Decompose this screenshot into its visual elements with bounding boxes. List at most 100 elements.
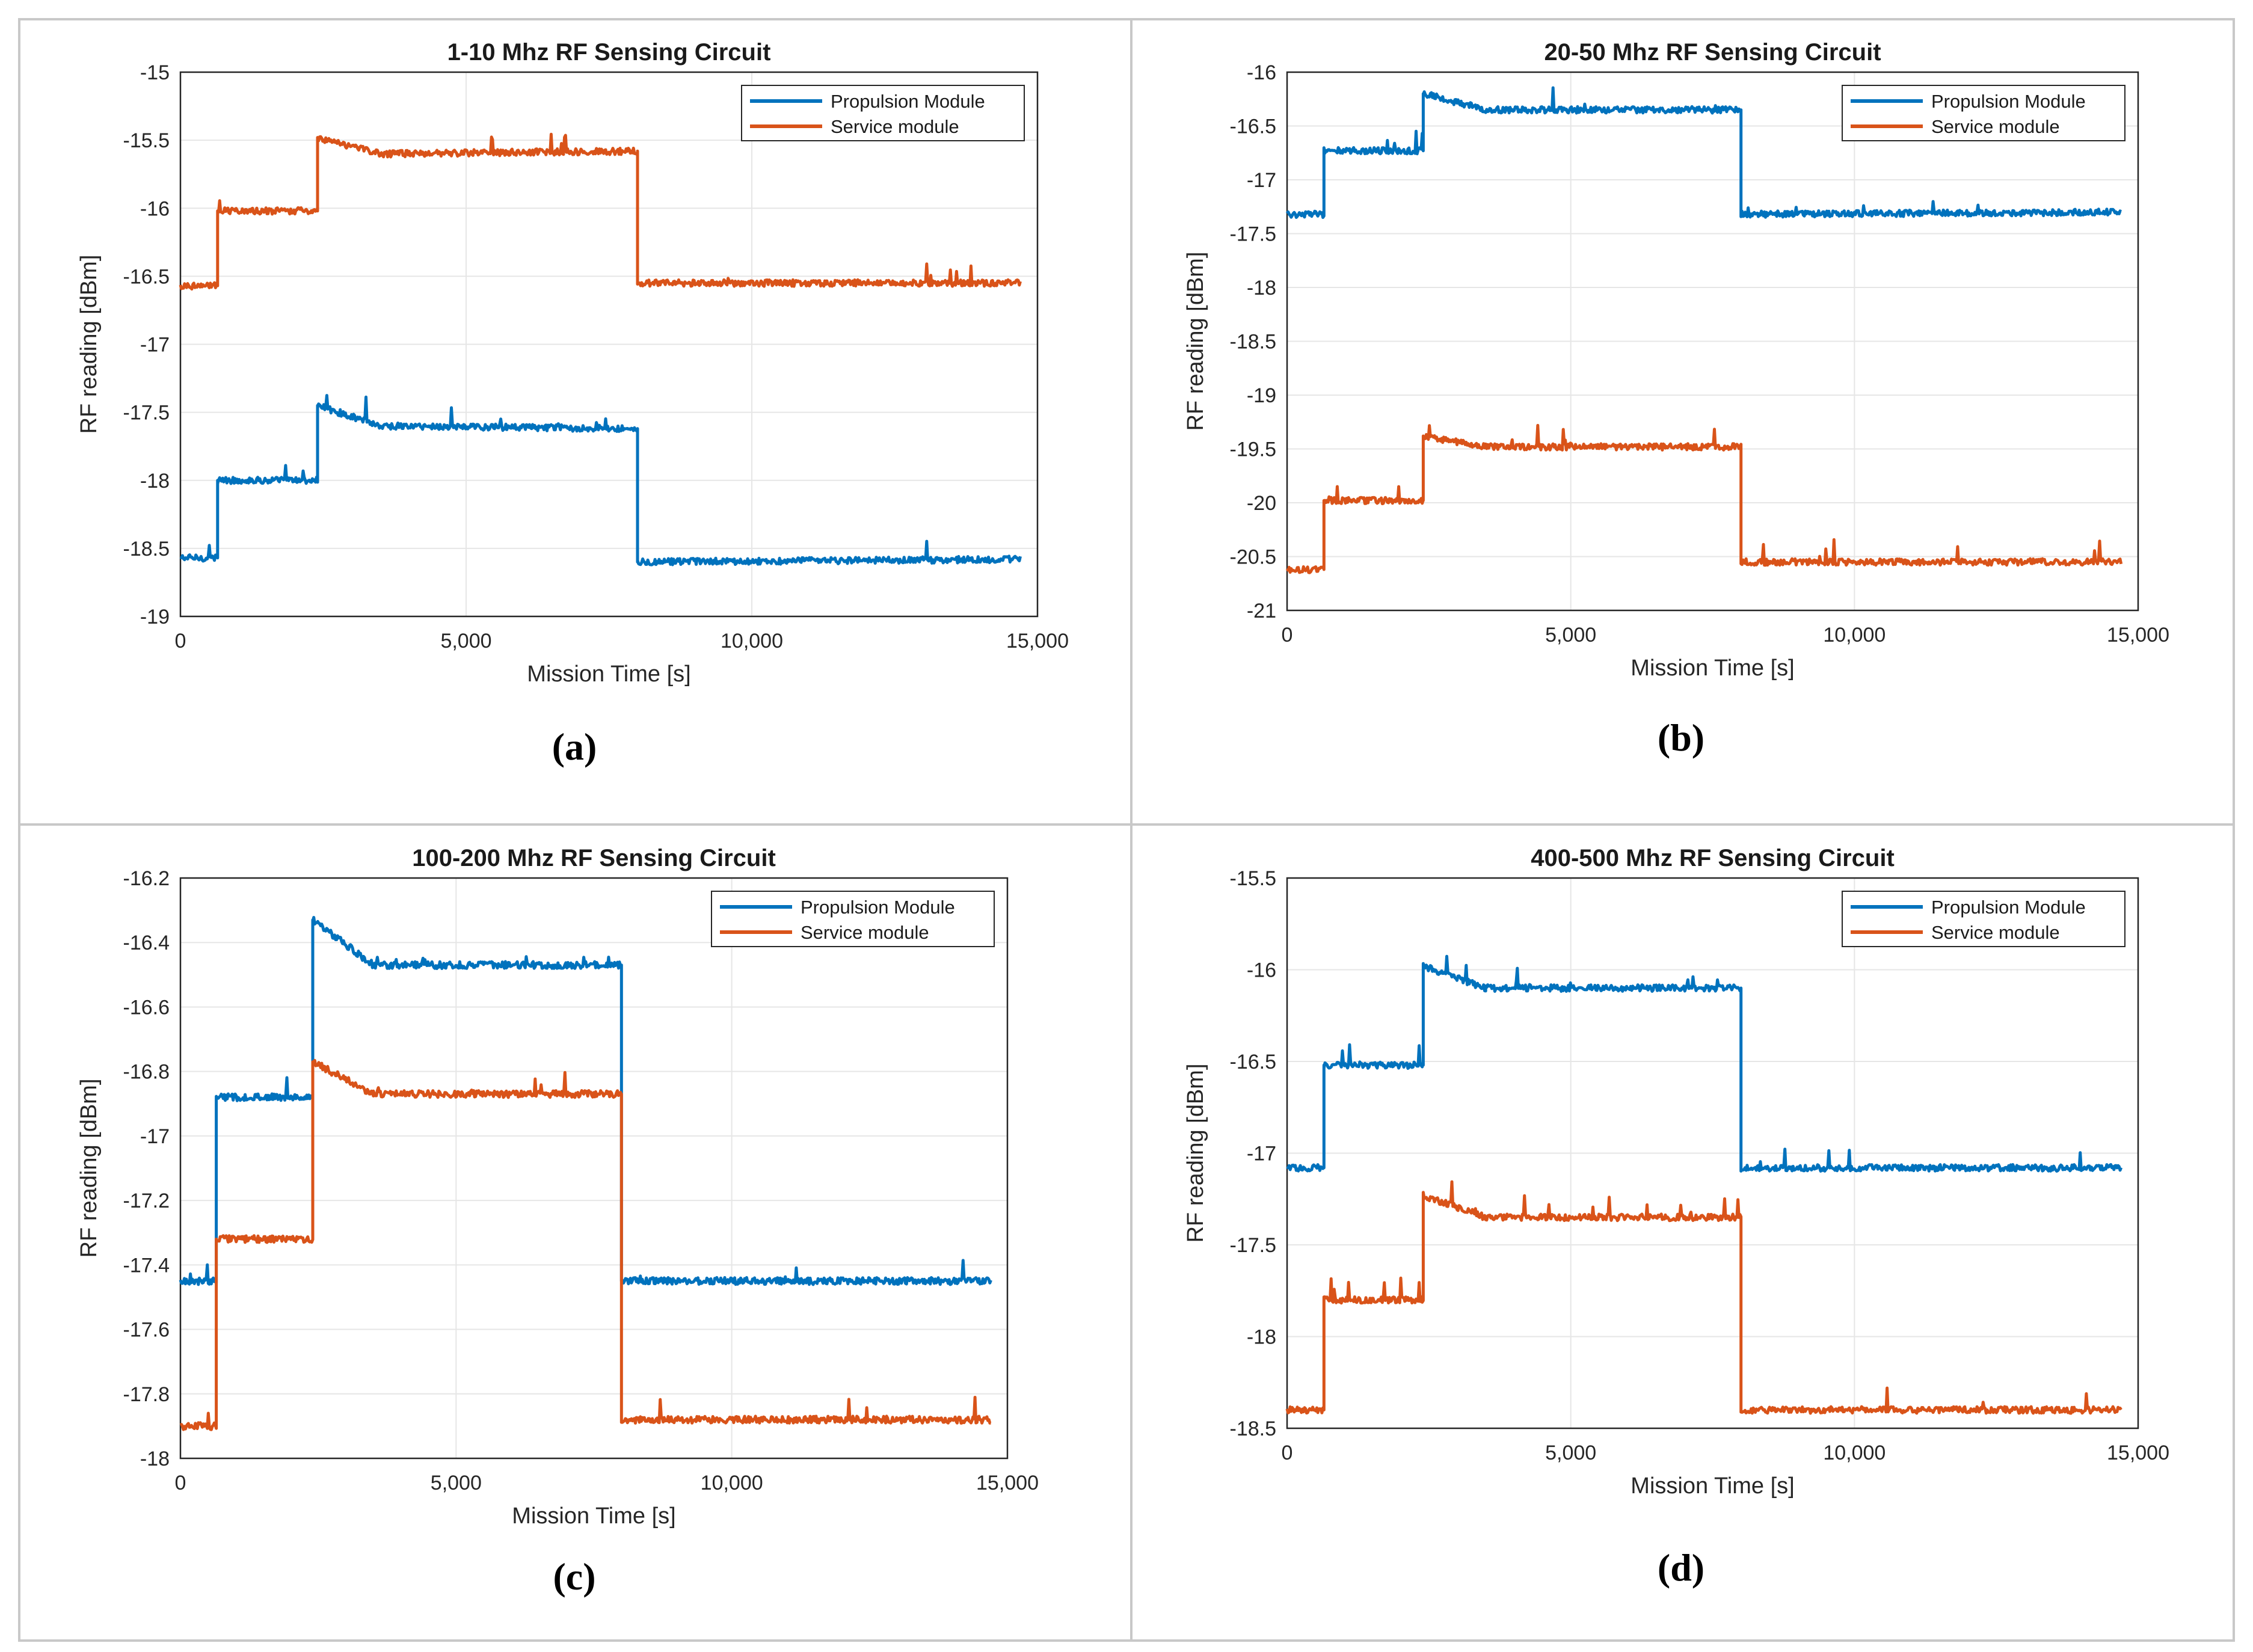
x-axis-label-a: Mission Time [s] <box>527 662 690 687</box>
panel-b: 0 5,000 10,000 15,000 -21 -20.5 -20 -19.5 -19 -18… <box>1146 33 2222 791</box>
plot-frame-d <box>1286 877 2139 1429</box>
series-line-a-propulsion <box>179 394 1022 567</box>
xtick-label-a-3: 15,000 <box>1006 630 1069 653</box>
xtick-label-c-0: 0 <box>175 1472 186 1494</box>
grid-divider-vertical <box>1130 20 1133 1639</box>
ytick-label-c-5: -17 <box>140 1125 170 1148</box>
ytick-label-c-2: -17.6 <box>123 1319 170 1342</box>
series-line-b-service <box>1285 423 2123 574</box>
series-line-a-service <box>179 132 1022 291</box>
x-axis-label-d: Mission Time [s] <box>1631 1473 1794 1499</box>
caption-d: (d) <box>1657 1546 1705 1589</box>
ytick-label-d-2: -17.5 <box>1230 1234 1277 1257</box>
chart-title-d: 400-500 Mhz RF Sensing Circuit <box>1531 845 1895 871</box>
xtick-label-d-2: 10,000 <box>1823 1442 1886 1464</box>
ytick-label-d-5: -16 <box>1247 959 1276 982</box>
y-axis-label-d: RF reading [dBm] <box>1183 1064 1208 1243</box>
plot-frame-b <box>1286 71 2139 612</box>
legend-label-c-1: Service module <box>801 922 929 943</box>
plot-frame-a <box>179 71 1039 618</box>
ytick-label-a-6: -16 <box>140 197 170 220</box>
ytick-label-b-9: -16.5 <box>1230 115 1277 138</box>
ytick-label-b-6: -18 <box>1247 277 1276 299</box>
chart-d: 0 5,000 10,000 15,000 -18.5 -18 -17.5 -17 -16.5 -… <box>1183 845 2169 1499</box>
ytick-label-c-7: -16.6 <box>123 996 170 1019</box>
chart-title-a: 1-10 Mhz RF Sensing Circuit <box>447 39 771 66</box>
y-axis-label-b: RF reading [dBm] <box>1183 252 1208 431</box>
legend-label-d-0: Propulsion Module <box>1931 897 2086 918</box>
series-line-c-service <box>179 1058 992 1431</box>
legend-label-c-0: Propulsion Module <box>801 897 955 918</box>
ytick-label-a-3: -17.5 <box>123 402 170 425</box>
ytick-label-c-6: -16.8 <box>123 1061 170 1084</box>
ytick-label-c-3: -17.4 <box>123 1254 170 1277</box>
xtick-label-c-2: 10,000 <box>701 1472 763 1494</box>
caption-a: (a) <box>552 725 597 768</box>
ytick-label-b-8: -17 <box>1247 169 1276 192</box>
ytick-label-a-4: -17 <box>140 334 170 357</box>
ytick-label-a-1: -18.5 <box>123 538 170 560</box>
legend-label-b-1: Service module <box>1931 116 2060 137</box>
ytick-label-d-1: -18 <box>1247 1326 1276 1349</box>
ytick-label-a-7: -15.5 <box>123 129 170 152</box>
xtick-label-a-2: 10,000 <box>721 630 783 653</box>
chart-title-c: 100-200 Mhz RF Sensing Circuit <box>412 845 776 871</box>
x-axis-label-b: Mission Time [s] <box>1631 656 1794 681</box>
ytick-label-b-2: -20 <box>1247 492 1276 515</box>
xtick-label-d-0: 0 <box>1282 1442 1293 1464</box>
panel-d: 0 5,000 10,000 15,000 -18.5 -18 -17.5 -17 -16.5 -… <box>1146 836 2222 1630</box>
legend-box-d <box>1842 891 2125 947</box>
ytick-label-b-1: -20.5 <box>1230 546 1277 569</box>
xtick-label-c-3: 15,000 <box>976 1472 1039 1494</box>
x-axis-label-c: Mission Time [s] <box>512 1503 675 1529</box>
xtick-label-b-0: 0 <box>1282 624 1293 646</box>
caption-b: (b) <box>1657 716 1705 759</box>
grid-divider-horizontal <box>20 823 2233 826</box>
legend-label-d-1: Service module <box>1931 922 2060 943</box>
legend-box-b <box>1842 85 2125 141</box>
caption-c: (c) <box>553 1555 596 1598</box>
ytick-label-d-3: -17 <box>1247 1143 1276 1165</box>
legend-label-b-0: Propulsion Module <box>1931 91 2086 112</box>
ytick-label-c-1: -17.8 <box>123 1383 170 1406</box>
panel-a: 0 5,000 10,000 15,000 -19 -18.5 -18 -17.5 -17 -16… <box>33 33 1098 791</box>
chart-c: 0 5,000 10,000 15,000 -18 -17.8 -17.6 -17.4 -17.… <box>76 845 1039 1529</box>
ytick-label-a-8: -15 <box>140 61 170 84</box>
xtick-label-c-1: 5,000 <box>431 1472 482 1494</box>
series-line-b-propulsion <box>1285 86 2122 220</box>
y-axis-label-c: RF reading [dBm] <box>76 1079 102 1258</box>
legend-box-c <box>711 891 995 947</box>
chart-title-b: 20-50 Mhz RF Sensing Circuit <box>1544 39 1881 66</box>
xtick-label-d-3: 15,000 <box>2107 1442 2169 1464</box>
ytick-label-b-10: -16 <box>1247 61 1276 84</box>
xtick-label-a-0: 0 <box>175 630 186 653</box>
ytick-label-c-0: -18 <box>140 1448 170 1470</box>
series-line-c-propulsion <box>179 916 992 1286</box>
ytick-label-b-7: -17.5 <box>1230 223 1277 246</box>
ytick-label-c-4: -17.2 <box>123 1190 170 1212</box>
xtick-label-d-1: 5,000 <box>1545 1442 1596 1464</box>
series-line-d-service <box>1285 1180 2122 1415</box>
chart-b: 0 5,000 10,000 15,000 -21 -20.5 -20 -19.5 -19 -18… <box>1183 39 2169 681</box>
ytick-label-c-8: -16.4 <box>123 932 170 954</box>
xtick-label-b-1: 5,000 <box>1545 624 1596 646</box>
ytick-label-a-5: -16.5 <box>123 265 170 288</box>
figure-panel-grid <box>18 18 2235 1642</box>
ytick-label-c-9: -16.2 <box>123 867 170 890</box>
series-line-d-propulsion <box>1286 954 2123 1173</box>
ytick-label-a-2: -18 <box>140 470 170 493</box>
ytick-label-a-0: -19 <box>140 606 170 628</box>
ytick-label-d-4: -16.5 <box>1230 1051 1277 1073</box>
ytick-label-d-0: -18.5 <box>1230 1417 1277 1440</box>
chart-a: 0 5,000 10,000 15,000 -19 -18.5 -18 -17.5 -17 -16… <box>76 39 1069 687</box>
panel-c: 0 5,000 10,000 15,000 -18 -17.8 -17.6 -17.4 -17.… <box>33 836 1098 1630</box>
xtick-label-a-1: 5,000 <box>440 630 491 653</box>
xtick-label-b-3: 15,000 <box>2107 624 2169 646</box>
ytick-label-b-4: -19 <box>1247 384 1276 407</box>
xtick-label-b-2: 10,000 <box>1823 624 1886 646</box>
legend-label-a-0: Propulsion Module <box>831 91 985 112</box>
ytick-label-b-5: -18.5 <box>1230 331 1277 354</box>
legend-box-a <box>741 85 1025 141</box>
plot-frame-c <box>179 877 1009 1460</box>
ytick-label-b-3: -19.5 <box>1230 438 1277 461</box>
